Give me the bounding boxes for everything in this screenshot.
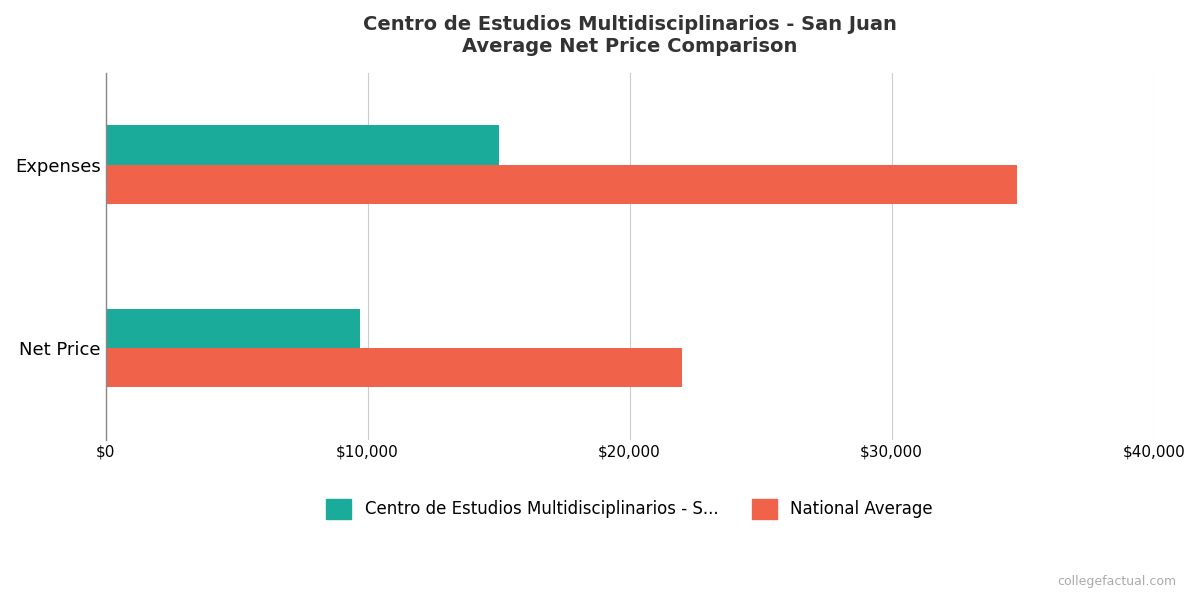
Bar [106, 125, 499, 164]
Bar [106, 308, 360, 348]
Title: Centro de Estudios Multidisciplinarios - San Juan
Average Net Price Comparison: Centro de Estudios Multidisciplinarios -… [362, 15, 896, 56]
Bar [106, 348, 682, 387]
Legend: Centro de Estudios Multidisciplinarios - S..., National Average: Centro de Estudios Multidisciplinarios -… [320, 492, 940, 526]
Bar [106, 164, 1018, 204]
Text: collegefactual.com: collegefactual.com [1057, 575, 1176, 588]
